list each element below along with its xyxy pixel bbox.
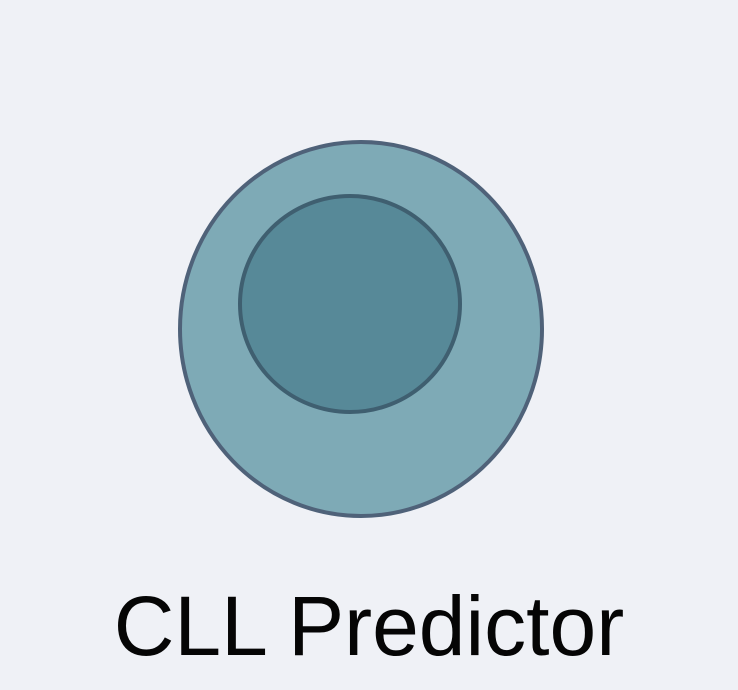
- cell-nucleus: [238, 194, 462, 414]
- app-title: CLL Predictor: [113, 579, 625, 673]
